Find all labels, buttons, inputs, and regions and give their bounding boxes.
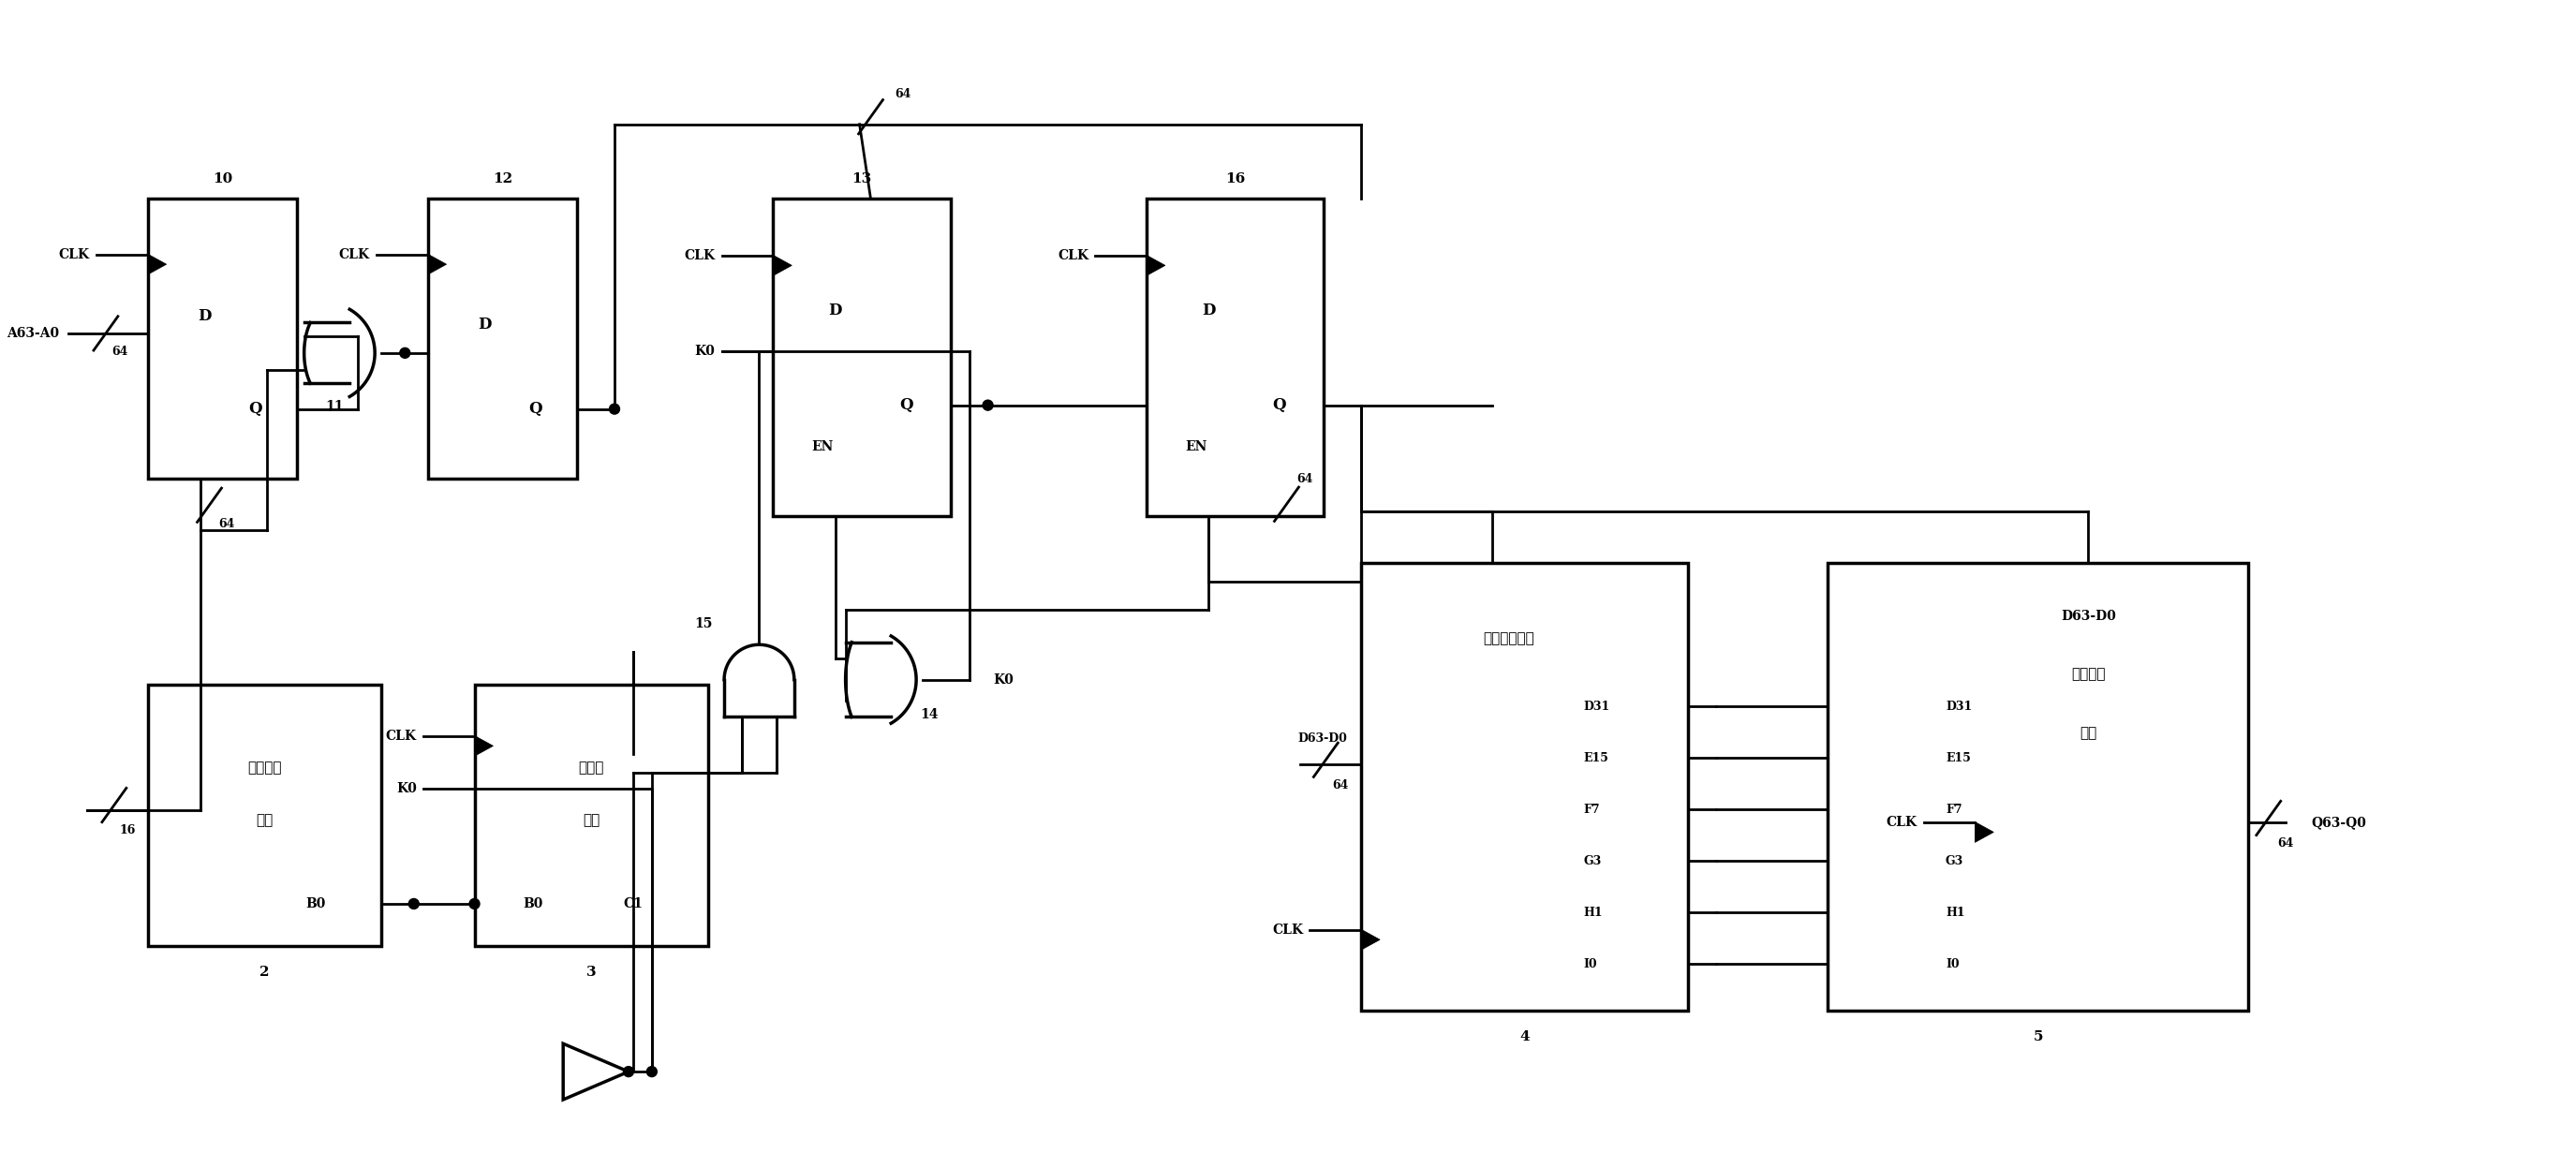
Text: F7: F7 xyxy=(1584,804,1600,815)
Text: Q: Q xyxy=(528,401,541,417)
Bar xyxy=(1829,563,2249,1011)
Text: CLK: CLK xyxy=(1273,924,1303,937)
Text: D31: D31 xyxy=(1584,700,1610,713)
Text: K0: K0 xyxy=(397,782,417,796)
Bar xyxy=(1146,199,1324,517)
Text: H1: H1 xyxy=(1584,906,1602,919)
Text: 64: 64 xyxy=(896,89,912,100)
Polygon shape xyxy=(474,736,492,756)
Text: 通道选择: 通道选择 xyxy=(2071,669,2105,681)
Text: 14: 14 xyxy=(920,709,938,722)
Text: I0: I0 xyxy=(1945,958,1960,970)
Polygon shape xyxy=(773,255,791,276)
Text: 单元: 单元 xyxy=(255,814,273,827)
Polygon shape xyxy=(147,254,167,274)
Text: K0: K0 xyxy=(992,673,1012,686)
Bar xyxy=(428,199,577,478)
Polygon shape xyxy=(564,1043,629,1100)
Text: B0: B0 xyxy=(523,897,544,911)
Text: Q: Q xyxy=(899,398,912,413)
Text: D: D xyxy=(477,317,492,333)
Text: Q: Q xyxy=(1273,398,1285,413)
Bar xyxy=(147,199,296,478)
Text: 16: 16 xyxy=(1226,172,1244,184)
Text: 64: 64 xyxy=(1332,779,1350,791)
Text: 64: 64 xyxy=(2277,837,2293,850)
Text: F7: F7 xyxy=(1945,804,1963,815)
Text: Q63-Q0: Q63-Q0 xyxy=(2311,816,2367,829)
Text: CLK: CLK xyxy=(1886,816,1917,829)
Bar xyxy=(474,684,708,945)
Text: 64: 64 xyxy=(111,346,129,359)
Text: 10: 10 xyxy=(211,172,232,184)
Circle shape xyxy=(981,400,992,410)
Text: 16: 16 xyxy=(118,824,137,836)
Polygon shape xyxy=(1146,255,1164,276)
Text: 15: 15 xyxy=(696,617,714,631)
Text: CLK: CLK xyxy=(340,248,371,262)
Polygon shape xyxy=(1976,822,1994,843)
Polygon shape xyxy=(1360,929,1381,950)
Text: 单元: 单元 xyxy=(582,814,600,827)
Text: G3: G3 xyxy=(1945,854,1963,867)
Text: D63-D0: D63-D0 xyxy=(2061,610,2115,624)
Circle shape xyxy=(623,1067,634,1077)
Text: B0: B0 xyxy=(307,897,325,911)
Text: 二分查找单元: 二分查找单元 xyxy=(1484,633,1533,646)
Circle shape xyxy=(647,1067,657,1077)
Text: 13: 13 xyxy=(853,172,871,184)
Text: 比较电路: 比较电路 xyxy=(247,761,281,775)
Text: D31: D31 xyxy=(1945,700,1973,713)
Text: CLK: CLK xyxy=(1059,249,1090,263)
Text: CLK: CLK xyxy=(59,248,90,262)
Text: I0: I0 xyxy=(1584,958,1597,970)
Text: EN: EN xyxy=(811,440,835,453)
Text: 2: 2 xyxy=(260,965,270,979)
Text: 单元: 单元 xyxy=(2079,726,2097,740)
Bar xyxy=(147,684,381,945)
Bar xyxy=(1360,563,1687,1011)
Text: D: D xyxy=(829,302,842,318)
Text: C1: C1 xyxy=(623,897,644,911)
Circle shape xyxy=(469,898,479,909)
Text: CLK: CLK xyxy=(386,730,417,744)
Text: 11: 11 xyxy=(325,400,343,413)
Text: Q: Q xyxy=(247,401,263,417)
Polygon shape xyxy=(428,254,446,274)
Text: E15: E15 xyxy=(1945,752,1971,764)
Text: A63-A0: A63-A0 xyxy=(8,326,59,340)
Text: H1: H1 xyxy=(1945,906,1965,919)
Circle shape xyxy=(410,898,420,909)
Text: 64: 64 xyxy=(1298,473,1314,485)
Text: EN: EN xyxy=(1185,440,1208,453)
Circle shape xyxy=(611,404,621,414)
Text: E15: E15 xyxy=(1584,752,1607,764)
Text: 12: 12 xyxy=(492,172,513,184)
Text: G3: G3 xyxy=(1584,854,1602,867)
Text: D: D xyxy=(1203,302,1216,318)
Text: 3: 3 xyxy=(587,965,595,979)
Circle shape xyxy=(399,348,410,359)
Text: 4: 4 xyxy=(1520,1031,1530,1043)
Text: 5: 5 xyxy=(2032,1031,2043,1043)
Text: K0: K0 xyxy=(696,345,716,357)
Bar xyxy=(773,199,951,517)
Text: D63-D0: D63-D0 xyxy=(1298,732,1347,745)
Text: D: D xyxy=(198,309,211,324)
Text: 计数器: 计数器 xyxy=(580,761,603,775)
Text: CLK: CLK xyxy=(685,249,716,263)
Text: 64: 64 xyxy=(219,518,234,530)
